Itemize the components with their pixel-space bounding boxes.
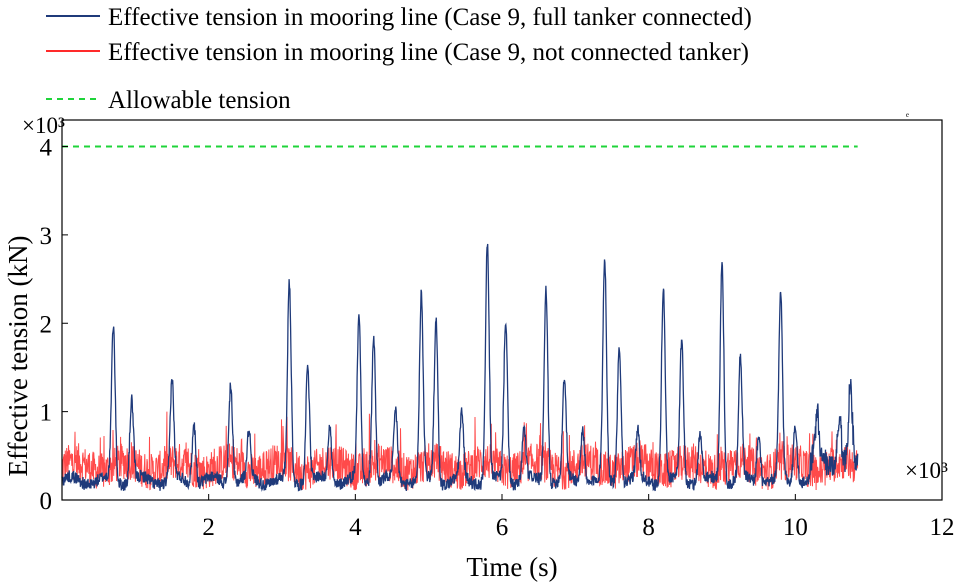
- y-tick-label: 2: [40, 311, 53, 338]
- x-tick-label: 4: [349, 514, 362, 541]
- series-full-tanker-line: [61, 243, 859, 492]
- legend-label-series-1: Effective tension in mooring line (Case …: [108, 39, 749, 66]
- x-axis-title: Time (s): [466, 552, 557, 582]
- y-multiplier: ×10³: [22, 113, 65, 138]
- y-tick-label: 3: [40, 223, 53, 250]
- x-tick-label: 8: [642, 514, 655, 541]
- legend-label-series-2: Allowable tension: [108, 87, 291, 114]
- x-tick-label: 10: [783, 514, 808, 541]
- legend: Effective tension in mooring line (Case …: [46, 4, 752, 114]
- x-tick-label: 2: [202, 514, 215, 541]
- series-not-connected-line: [61, 411, 859, 491]
- y-tick-label: 0: [40, 488, 53, 515]
- y-axis-title: Effective tension (kN): [3, 236, 33, 477]
- x-multiplier: ×10³: [905, 458, 948, 483]
- y-tick-label: 1: [40, 400, 53, 427]
- y-tick-label: 4: [40, 135, 53, 162]
- stray-mark: ₑ: [906, 105, 909, 119]
- series-layer: [61, 145, 859, 492]
- legend-label-series-0: Effective tension in mooring line (Case …: [108, 4, 752, 31]
- x-tick-label: 6: [496, 514, 509, 541]
- x-tick-label: 12: [930, 514, 955, 541]
